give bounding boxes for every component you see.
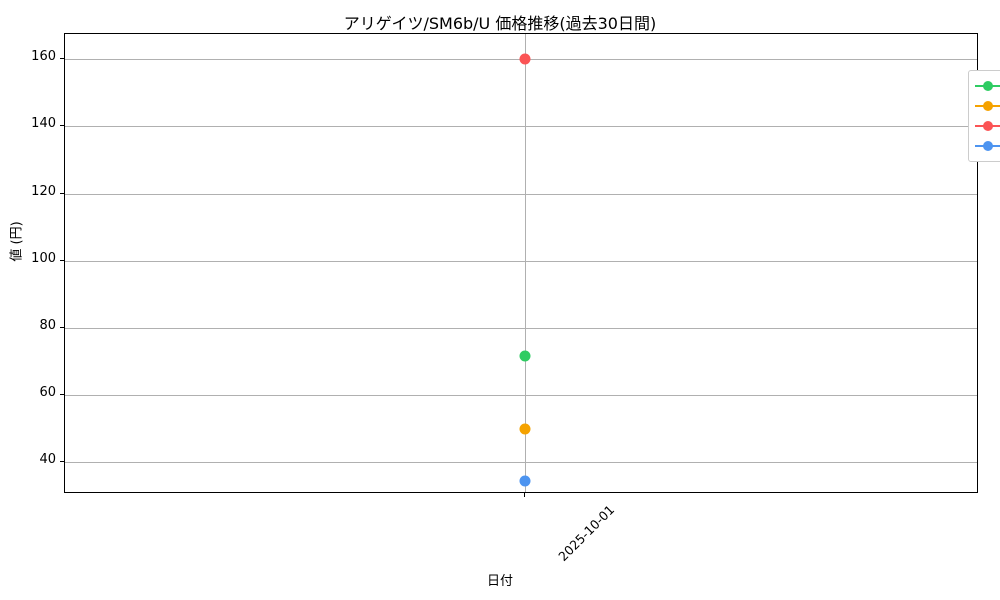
legend-marker-icon <box>975 80 1000 92</box>
chart-title: アリゲイツ/SM6b/U 価格推移(過去30日間) <box>343 14 657 33</box>
y-axis-tick-label: 100 <box>31 250 56 266</box>
x-axis-tick-label: 2025-10-01 <box>555 502 618 564</box>
legend-item[interactable]: 中央値 <box>975 96 1000 116</box>
x-axis-tick-mark <box>524 493 526 497</box>
gridline-horizontal <box>65 462 977 464</box>
legend-marker-icon <box>975 120 1000 132</box>
y-axis-tick-label: 60 <box>39 384 56 400</box>
gridline-horizontal <box>65 394 977 396</box>
legend-item[interactable]: 最安値 <box>975 136 1000 156</box>
plot-area: 平均値中央値最高値最安値 <box>64 33 1000 493</box>
gridline-horizontal <box>65 126 977 128</box>
y-axis-tick-mark <box>60 393 64 396</box>
y-axis-tick-mark <box>60 326 64 328</box>
gridline-vertical <box>525 34 526 492</box>
x-axis-label: 日付 <box>486 574 513 589</box>
y-axis-tick-mark <box>60 192 64 194</box>
y-axis-tick-label: 40 <box>39 452 56 468</box>
gridline-horizontal <box>65 327 977 329</box>
y-axis-tick-label: 80 <box>39 317 56 333</box>
y-axis-tick-mark <box>60 461 64 463</box>
y-axis-tick-mark <box>60 125 64 127</box>
data-point <box>519 350 531 362</box>
data-point <box>519 53 531 65</box>
legend-dot-icon <box>983 121 993 131</box>
legend-item[interactable]: 平均値 <box>975 76 1000 96</box>
gridline-horizontal <box>65 260 977 262</box>
legend-item[interactable]: 最高値 <box>975 116 1000 136</box>
y-axis-tick-label: 120 <box>31 183 56 199</box>
data-point <box>519 423 531 434</box>
legend-marker-icon <box>975 100 1000 112</box>
legend-dot-icon <box>983 101 993 111</box>
y-axis-tick-label: 140 <box>31 116 56 132</box>
legend-dot-icon <box>983 141 993 151</box>
data-point <box>519 475 531 487</box>
y-axis-tick-mark <box>60 58 64 60</box>
y-axis-tick-mark <box>60 259 64 261</box>
legend-marker-icon <box>975 140 1000 152</box>
legend-dot-icon <box>983 81 993 91</box>
y-axis-tick-label: 160 <box>31 49 56 65</box>
gridline-horizontal <box>65 193 977 195</box>
chart-legend[interactable]: 平均値中央値最高値最安値 <box>968 70 1000 162</box>
y-axis-label: 値 (円) <box>9 221 25 262</box>
